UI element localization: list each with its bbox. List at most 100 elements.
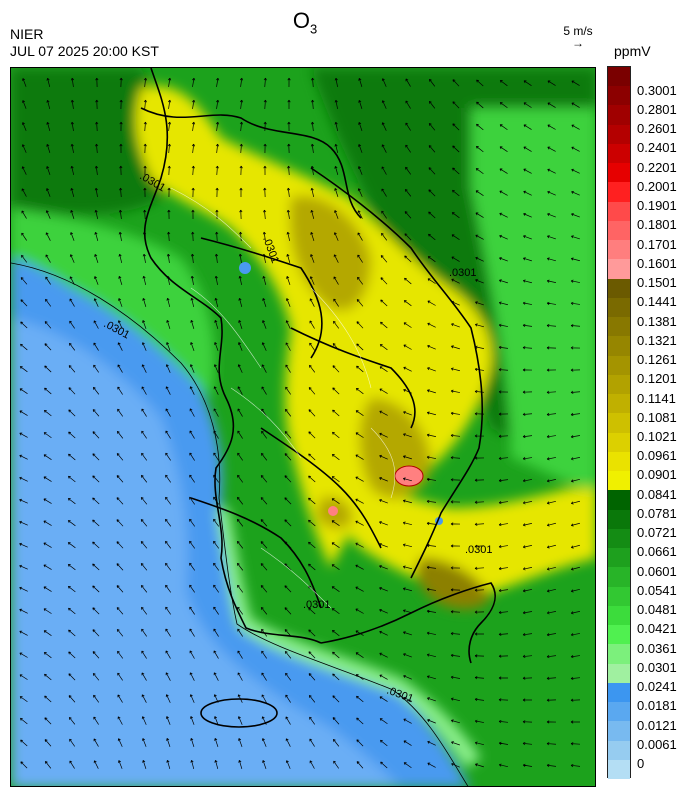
wind-arrow	[69, 320, 75, 329]
wind-arrow	[450, 697, 461, 702]
wind-arrow	[70, 165, 75, 176]
wind-arrow	[260, 541, 268, 549]
wind-arrow	[403, 740, 412, 746]
wind-arrow	[546, 544, 556, 549]
wind-arrow	[284, 431, 292, 439]
wind-arrow	[546, 522, 556, 527]
wind-arrow	[260, 606, 268, 615]
wind-arrow	[116, 585, 124, 593]
wind-arrow	[475, 279, 484, 284]
wind-arrow	[404, 255, 412, 263]
wind-arrow	[214, 297, 219, 307]
title-subscript: 3	[309, 21, 318, 37]
colorbar-segment	[608, 702, 630, 722]
wind-arrow	[142, 253, 146, 264]
wind-arrow	[523, 190, 532, 196]
wind-arrow	[522, 741, 533, 746]
wind-arrow	[92, 629, 100, 637]
wind-arrow	[238, 275, 242, 286]
wind-arrow	[379, 521, 388, 526]
wind-arrow	[165, 430, 171, 439]
wind-arrow	[547, 190, 556, 196]
wind-arrow	[570, 390, 581, 394]
wind-arrow	[428, 123, 436, 131]
wind-arrow	[141, 386, 147, 395]
wind-arrow	[191, 165, 195, 176]
wind-arrow	[379, 608, 388, 614]
wind-arrow	[474, 741, 484, 746]
colorbar-tick-label: 0	[637, 756, 645, 772]
wind-arrow	[284, 519, 292, 527]
wind-arrow	[570, 698, 581, 702]
colorbar-tick-label: 0.0841	[637, 486, 677, 502]
wind-arrow	[46, 77, 51, 87]
wind-arrow	[405, 166, 412, 175]
wind-arrow	[262, 275, 267, 285]
wind-arrow	[474, 566, 485, 570]
wind-arrow	[426, 653, 436, 658]
wind-arrow	[426, 609, 437, 613]
wind-arrow	[237, 364, 243, 373]
wind-arrow	[547, 146, 556, 152]
wind-arrow	[547, 124, 556, 130]
wind-arrow	[547, 213, 556, 218]
field-low-spot	[239, 262, 251, 274]
colorbar-segment	[608, 336, 630, 357]
wind-arrow	[19, 520, 28, 526]
wind-arrow	[331, 498, 340, 504]
wind-arrow	[426, 477, 437, 481]
wind-arrow	[546, 346, 557, 350]
wind-arrow	[380, 277, 388, 285]
wind-arrow	[261, 694, 267, 703]
wind-arrow	[450, 632, 461, 636]
wind-arrow	[215, 187, 219, 198]
wind-arrow	[381, 188, 387, 197]
colorbar-segment	[608, 548, 630, 568]
wind-arrow	[285, 364, 291, 373]
wind-arrow	[522, 632, 533, 637]
wind-arrow	[20, 761, 28, 769]
wind-arrow	[546, 390, 557, 394]
wind-arrow	[284, 629, 292, 637]
wind-arrow	[332, 717, 340, 725]
field-dark-green-west	[11, 68, 165, 215]
wind-arrow	[308, 431, 316, 439]
wind-arrow	[310, 232, 315, 241]
wind-arrow	[44, 695, 52, 703]
wind-arrow	[309, 342, 315, 351]
wind-arrow	[571, 124, 580, 130]
coastline	[140, 68, 496, 728]
wind-arrow	[475, 190, 484, 196]
wind-arrow	[332, 431, 340, 439]
wind-arrow	[263, 209, 267, 220]
wind-arrow	[522, 368, 533, 372]
wind-arrow	[402, 543, 412, 548]
wind-arrow	[190, 297, 195, 308]
wind-arrow	[498, 501, 509, 505]
wind-arrow	[46, 144, 51, 153]
wind-arrow	[427, 389, 436, 394]
wind-arrow	[331, 564, 340, 570]
wind-arrow	[143, 77, 148, 88]
wind-arrow	[498, 523, 509, 527]
colorbar-tick-label: 0.2401	[637, 140, 677, 156]
wind-arrow	[141, 430, 147, 439]
wind-arrow	[19, 542, 28, 548]
wind-arrow	[117, 694, 123, 703]
wind-arrow	[214, 253, 219, 264]
agency-label: NIER	[10, 26, 44, 42]
wind-arrow	[189, 562, 196, 571]
wind-arrow	[94, 231, 99, 241]
wind-arrow	[117, 408, 124, 417]
wind-arrow	[356, 761, 364, 769]
wind-arrow	[379, 477, 388, 482]
wind-arrow	[43, 608, 52, 614]
wind-arrow	[332, 738, 340, 747]
wind-arrow	[261, 430, 268, 439]
wind-arrow	[450, 433, 461, 438]
field-sea-light	[11, 318, 399, 786]
colorbar-segment	[608, 490, 630, 511]
wind-arrow	[140, 541, 148, 549]
colorbar-tick-label: 0.1801	[637, 217, 677, 233]
wind-arrow	[379, 410, 388, 416]
